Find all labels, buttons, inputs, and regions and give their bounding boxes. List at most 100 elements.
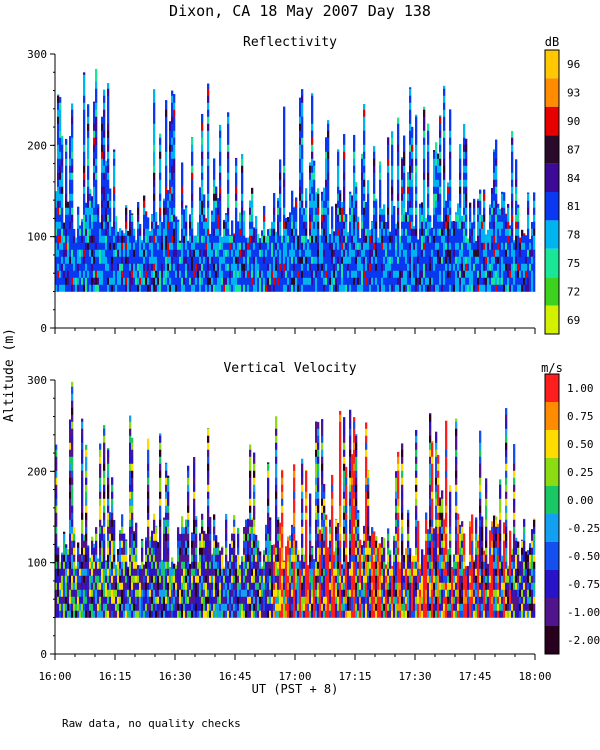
heatmap-cell: [105, 214, 108, 222]
heatmap-cell: [415, 193, 418, 201]
heatmap-cell: [185, 554, 188, 562]
heatmap-cell: [451, 221, 454, 229]
heatmap-cell: [59, 575, 62, 583]
heatmap-cell: [493, 151, 496, 159]
heatmap-cell: [427, 207, 430, 215]
heatmap-cell: [97, 558, 100, 562]
heatmap-cell: [415, 123, 418, 131]
heatmap-cell: [75, 582, 78, 590]
heatmap-cell: [157, 542, 160, 548]
heatmap-cell: [497, 221, 500, 229]
heatmap-cell: [57, 256, 60, 264]
heatmap-cell: [195, 270, 198, 278]
heatmap-cell: [293, 221, 296, 229]
heatmap-cell: [467, 263, 470, 271]
heatmap-cell: [183, 228, 186, 236]
heatmap-cell: [95, 221, 98, 229]
heatmap-cell: [469, 235, 472, 243]
heatmap-cell: [207, 221, 210, 229]
heatmap-cell: [505, 242, 508, 250]
heatmap-cell: [317, 188, 320, 194]
heatmap-cell: [65, 263, 68, 271]
heatmap-cell: [71, 568, 74, 576]
heatmap-cell: [105, 207, 108, 215]
heatmap-cell: [99, 561, 102, 569]
heatmap-cell: [419, 228, 422, 236]
heatmap-cell: [209, 568, 212, 576]
heatmap-cell: [231, 284, 234, 292]
heatmap-cell: [81, 596, 84, 604]
heatmap-cell: [57, 158, 60, 166]
heatmap-cell: [129, 547, 132, 555]
heatmap-cell: [361, 200, 364, 208]
colorbar-label: 93: [567, 87, 580, 100]
heatmap-cell: [115, 603, 118, 611]
heatmap-cell: [285, 242, 288, 250]
heatmap-cell: [469, 207, 472, 215]
heatmap-cell: [481, 235, 484, 243]
heatmap-cell: [493, 235, 496, 243]
heatmap-cell: [281, 242, 284, 250]
heatmap-cell: [471, 263, 474, 271]
heatmap-cell: [465, 256, 468, 264]
heatmap-cell: [339, 235, 342, 243]
heatmap-cell: [533, 284, 536, 292]
heatmap-cell: [149, 536, 152, 541]
heatmap-cell: [303, 208, 306, 215]
heatmap-cell: [131, 603, 134, 611]
heatmap-cell: [323, 256, 326, 264]
heatmap-cell: [139, 565, 142, 569]
heatmap-cell: [311, 221, 314, 229]
heatmap-cell: [117, 242, 120, 250]
heatmap-cell: [187, 568, 190, 576]
heatmap-cell: [527, 235, 530, 243]
heatmap-cell: [129, 221, 132, 229]
heatmap-cell: [191, 193, 194, 201]
heatmap-cell: [533, 192, 536, 194]
heatmap-cell: [505, 213, 508, 215]
heatmap-cell: [453, 263, 456, 271]
heatmap-cell: [189, 582, 192, 590]
heatmap-cell: [257, 242, 260, 250]
heatmap-cell: [85, 249, 88, 257]
heatmap-cell: [379, 165, 382, 173]
heatmap-cell: [433, 242, 436, 250]
heatmap-cell: [103, 277, 106, 285]
heatmap-cell: [199, 596, 202, 604]
heatmap-cell: [427, 214, 430, 222]
heatmap-cell: [467, 238, 470, 243]
heatmap-cell: [199, 249, 202, 257]
heatmap-cell: [283, 137, 286, 145]
heatmap-cell: [379, 172, 382, 180]
heatmap-cell: [295, 263, 298, 271]
heatmap-cell: [153, 277, 156, 285]
heatmap-cell: [241, 277, 244, 285]
heatmap-cell: [241, 214, 244, 222]
heatmap-cell: [433, 186, 436, 194]
heatmap-cell: [419, 203, 422, 208]
heatmap-cell: [217, 603, 220, 611]
heatmap-cell: [87, 235, 90, 243]
heatmap-cell: [101, 123, 104, 131]
heatmap-cell: [229, 235, 232, 243]
heatmap-cell: [113, 186, 116, 194]
heatmap-cell: [85, 256, 88, 264]
heatmap-cell: [123, 561, 126, 569]
heatmap-cell: [77, 242, 80, 250]
heatmap-cell: [201, 568, 204, 576]
heatmap-cell: [147, 526, 150, 534]
heatmap-cell: [305, 277, 308, 285]
heatmap-cell: [375, 214, 378, 222]
heatmap-cell: [93, 589, 96, 597]
heatmap-cell: [257, 233, 260, 236]
heatmap-cell: [165, 179, 168, 187]
heatmap-cell: [71, 603, 74, 611]
heatmap-cell: [57, 554, 60, 562]
heatmap-cell: [161, 610, 164, 618]
heatmap-cell: [187, 470, 190, 478]
heatmap-cell: [205, 540, 208, 548]
heatmap-cell: [413, 235, 416, 243]
heatmap-cell: [199, 575, 202, 583]
heatmap-cell: [213, 242, 216, 250]
heatmap-cell: [211, 589, 214, 597]
